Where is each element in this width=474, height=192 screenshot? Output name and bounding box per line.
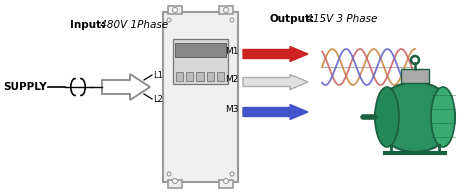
Circle shape	[230, 18, 234, 22]
Circle shape	[224, 7, 228, 12]
FancyBboxPatch shape	[176, 72, 183, 81]
Circle shape	[173, 7, 177, 12]
Circle shape	[224, 179, 228, 184]
Text: 480V 1Phase: 480V 1Phase	[97, 20, 168, 30]
FancyBboxPatch shape	[219, 6, 233, 14]
FancyBboxPatch shape	[207, 72, 214, 81]
Text: SUPPLY: SUPPLY	[3, 82, 46, 92]
Text: M1: M1	[226, 47, 239, 56]
FancyBboxPatch shape	[163, 12, 238, 182]
FancyBboxPatch shape	[196, 72, 204, 81]
Text: M3: M3	[226, 105, 239, 114]
Text: L2: L2	[153, 94, 163, 103]
FancyBboxPatch shape	[401, 69, 429, 83]
FancyBboxPatch shape	[168, 180, 182, 188]
FancyBboxPatch shape	[175, 43, 226, 57]
Ellipse shape	[431, 87, 455, 147]
FancyBboxPatch shape	[219, 180, 233, 188]
Text: M2: M2	[226, 75, 239, 84]
Ellipse shape	[375, 82, 455, 152]
FancyArrow shape	[243, 104, 308, 119]
FancyBboxPatch shape	[186, 72, 193, 81]
Circle shape	[173, 179, 177, 184]
Text: Output:: Output:	[270, 14, 315, 24]
FancyBboxPatch shape	[173, 39, 228, 84]
Ellipse shape	[375, 87, 399, 147]
FancyArrow shape	[243, 74, 308, 89]
FancyBboxPatch shape	[168, 6, 182, 14]
Polygon shape	[102, 74, 150, 100]
FancyBboxPatch shape	[217, 72, 224, 81]
Circle shape	[167, 172, 171, 176]
Text: L1: L1	[153, 70, 163, 79]
Text: 415V 3 Phase: 415V 3 Phase	[303, 14, 377, 24]
FancyArrow shape	[243, 46, 308, 61]
Circle shape	[230, 172, 234, 176]
Circle shape	[167, 18, 171, 22]
Text: Input:: Input:	[70, 20, 105, 30]
